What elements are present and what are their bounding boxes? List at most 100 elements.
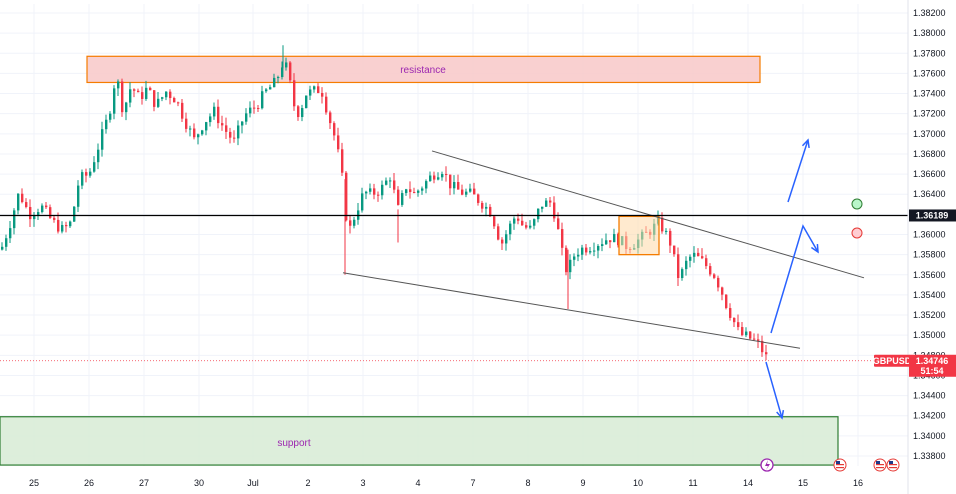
candle-down (697, 252, 700, 257)
candle-down (181, 102, 184, 119)
date-tick-label: 15 (798, 478, 808, 488)
candle-down (193, 128, 196, 138)
candle-down (717, 277, 720, 288)
candle-down (741, 327, 744, 336)
candle-down (553, 202, 556, 219)
candle-up (81, 172, 84, 186)
candle-down (557, 218, 560, 230)
price-tick-label: 1.38200 (913, 8, 946, 18)
candle-down (661, 217, 664, 232)
candle-down (297, 106, 300, 118)
price-tick-label: 1.36000 (913, 230, 946, 240)
price-tick-label: 1.35600 (913, 270, 946, 280)
candle-down (377, 194, 380, 196)
date-tick-label: 16 (853, 478, 863, 488)
candle-up (97, 149, 100, 163)
date-tick-label: 14 (743, 478, 753, 488)
candle-up (505, 234, 508, 244)
price-tick-label: 1.37800 (913, 48, 946, 58)
candle-up (605, 240, 608, 245)
candle-up (613, 234, 616, 243)
time-axis[interactable]: 25 26 27 30 Jul 2 3 4 7 8 9 10 11 14 15 16 (29, 478, 863, 488)
candle-down (29, 206, 32, 220)
us-flag-canton (836, 461, 840, 464)
candle-up (13, 210, 16, 229)
price-axis[interactable]: 1.38200 1.38000 1.37800 1.37600 1.37400 1.372… (907, 0, 946, 494)
candle-down (721, 287, 724, 295)
candle-down (225, 125, 228, 132)
candle-down (753, 338, 756, 340)
candle-up (269, 87, 272, 90)
candle-up (41, 205, 44, 213)
event-icons[interactable] (760, 458, 900, 472)
candle-down (169, 91, 172, 99)
candle-up (197, 134, 200, 138)
candle-down (57, 219, 60, 232)
candle-up (353, 219, 356, 226)
candle-down (393, 180, 396, 190)
candle-down (325, 96, 328, 113)
candle-up (389, 180, 392, 182)
candle-up (385, 180, 388, 185)
candle-up (369, 188, 372, 192)
candle-down (729, 308, 732, 318)
date-tick-label: 2 (305, 478, 310, 488)
resistance-zone (86, 55, 761, 84)
price-tick-label: 1.38000 (913, 28, 946, 38)
current-price-tag (909, 354, 956, 377)
candle-up (5, 238, 8, 247)
candle-up (265, 89, 268, 92)
candle-up (305, 95, 308, 109)
us-flag-stripe (889, 464, 897, 466)
candle-down (473, 188, 476, 195)
date-tick-label: 30 (194, 478, 204, 488)
candle-down (449, 174, 452, 189)
candle-down (521, 220, 524, 226)
candle-down (149, 87, 152, 91)
candle-up (689, 256, 692, 261)
candle-down (461, 189, 464, 195)
price-tick-label: 1.35400 (913, 290, 946, 300)
candle-up (161, 97, 164, 99)
candle-down (345, 172, 348, 221)
forecast-arrow-up-retest (770, 224, 819, 334)
candle-down (177, 102, 180, 104)
green-circle-marker (851, 198, 863, 210)
candle-down (229, 131, 232, 138)
candle-down (49, 207, 52, 218)
candle-down (497, 226, 500, 240)
candle-up (429, 175, 432, 182)
candle-up (61, 225, 64, 232)
candle-up (73, 206, 76, 222)
candle-up (285, 62, 288, 68)
candle-up (685, 260, 688, 270)
candle-up (441, 174, 444, 178)
candle-down (341, 149, 344, 173)
us-flag-canton (876, 461, 880, 464)
candle-up (241, 121, 244, 126)
price-tick-label: 1.37200 (913, 109, 946, 119)
candle-down (489, 206, 492, 217)
candle-up (189, 128, 192, 130)
zones-layer: resistance support (0, 55, 839, 466)
candle-down (257, 107, 260, 109)
candle-down (493, 216, 496, 227)
candle-up (157, 98, 160, 107)
date-tick-label: Jul (247, 478, 259, 488)
price-tick-label: 1.35000 (913, 330, 946, 340)
candle-down (233, 137, 236, 139)
candle-down (217, 106, 220, 124)
candle-up (469, 188, 472, 192)
candle-up (101, 129, 104, 150)
candle-down (761, 340, 764, 353)
date-tick-label: 27 (139, 478, 149, 488)
candle-down (733, 317, 736, 323)
candle-down (21, 193, 24, 203)
candle-up (541, 206, 544, 209)
price-tick-label: 1.36800 (913, 149, 946, 159)
candle-down (413, 192, 416, 194)
candle-down (501, 239, 504, 244)
candle-down (321, 92, 324, 97)
candle-up (165, 91, 168, 98)
